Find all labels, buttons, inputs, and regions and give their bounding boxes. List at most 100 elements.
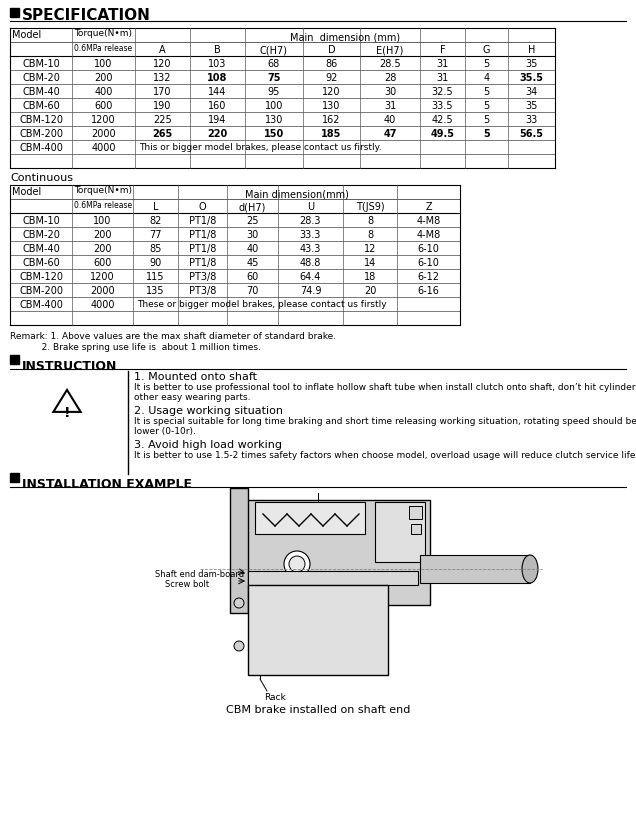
Text: CBM-20: CBM-20 <box>22 73 60 83</box>
Text: 0.6MPa release: 0.6MPa release <box>74 201 132 210</box>
Text: L: L <box>153 202 158 212</box>
Text: 400: 400 <box>94 87 113 97</box>
Text: CBM brake installed on shaft end: CBM brake installed on shaft end <box>226 705 410 715</box>
Text: 31: 31 <box>436 59 448 69</box>
Text: Model: Model <box>12 30 41 40</box>
Text: 33.5: 33.5 <box>432 101 453 111</box>
Text: These or bigger model brakes, please contact us firstly: These or bigger model brakes, please con… <box>137 300 387 309</box>
Text: 28.5: 28.5 <box>379 59 401 69</box>
Text: 40: 40 <box>384 115 396 125</box>
Text: 120: 120 <box>322 87 341 97</box>
Text: PT1/8: PT1/8 <box>189 244 216 254</box>
Text: Screw bolt: Screw bolt <box>165 580 209 589</box>
Text: 4000: 4000 <box>90 300 114 310</box>
Circle shape <box>289 556 305 572</box>
Bar <box>411 524 421 534</box>
Text: F: F <box>439 45 445 55</box>
Text: 225: 225 <box>153 115 172 125</box>
Text: 42.5: 42.5 <box>432 115 453 125</box>
Text: 31: 31 <box>384 101 396 111</box>
Text: 92: 92 <box>325 73 338 83</box>
Text: 33: 33 <box>525 115 537 125</box>
Bar <box>375 502 425 562</box>
Bar <box>248 585 388 675</box>
Text: 64.4: 64.4 <box>300 272 321 282</box>
Text: 90: 90 <box>149 258 162 268</box>
Text: U: U <box>307 202 314 212</box>
Text: C(H7): C(H7) <box>260 45 288 55</box>
Text: 70: 70 <box>246 286 259 296</box>
Text: 2. Brake spring use life is  about 1 million times.: 2. Brake spring use life is about 1 mill… <box>10 343 261 352</box>
Text: PT3/8: PT3/8 <box>189 272 216 282</box>
Text: 34: 34 <box>525 87 537 97</box>
Text: 82: 82 <box>149 216 162 226</box>
Text: 220: 220 <box>207 129 228 139</box>
Text: PT1/8: PT1/8 <box>189 216 216 226</box>
Text: 31: 31 <box>436 73 448 83</box>
Text: 162: 162 <box>322 115 341 125</box>
Text: 130: 130 <box>265 115 283 125</box>
Text: CBM-120: CBM-120 <box>19 115 63 125</box>
Text: 1200: 1200 <box>91 115 116 125</box>
Text: 12: 12 <box>364 244 376 254</box>
Text: 5: 5 <box>483 87 490 97</box>
Text: 265: 265 <box>153 129 172 139</box>
Text: 100: 100 <box>94 59 113 69</box>
Text: 35.5: 35.5 <box>520 73 544 83</box>
Text: PT3/8: PT3/8 <box>189 286 216 296</box>
Text: 5: 5 <box>483 115 490 125</box>
Text: Z: Z <box>425 202 432 212</box>
Text: It is special suitable for long time braking and short time releasing working si: It is special suitable for long time bra… <box>134 417 636 426</box>
Text: CBM-400: CBM-400 <box>19 143 63 153</box>
Bar <box>10 473 19 482</box>
Text: 18: 18 <box>364 272 376 282</box>
Text: 47: 47 <box>384 129 397 139</box>
Text: G: G <box>483 45 490 55</box>
Text: CBM-10: CBM-10 <box>22 59 60 69</box>
Text: 144: 144 <box>209 87 226 97</box>
Text: 1. Mounted onto shaft: 1. Mounted onto shaft <box>134 372 257 382</box>
Text: 4000: 4000 <box>91 143 116 153</box>
Circle shape <box>234 641 244 651</box>
Circle shape <box>234 598 244 608</box>
Bar <box>409 506 422 519</box>
Text: 4-M8: 4-M8 <box>417 230 441 240</box>
Circle shape <box>284 551 310 577</box>
Text: 6-12: 6-12 <box>417 272 439 282</box>
Text: 32.5: 32.5 <box>432 87 453 97</box>
Text: CBM-40: CBM-40 <box>22 244 60 254</box>
Text: 190: 190 <box>153 101 172 111</box>
Text: A: A <box>159 45 166 55</box>
Text: 185: 185 <box>321 129 342 139</box>
Text: 200: 200 <box>94 73 113 83</box>
Text: CBM-40: CBM-40 <box>22 87 60 97</box>
Text: 130: 130 <box>322 101 341 111</box>
Text: E(H7): E(H7) <box>377 45 404 55</box>
Text: 1200: 1200 <box>90 272 115 282</box>
Text: 40: 40 <box>246 244 259 254</box>
Text: T(JS9): T(JS9) <box>356 202 384 212</box>
Text: 132: 132 <box>153 73 172 83</box>
Text: 30: 30 <box>246 230 259 240</box>
Text: Shaft end dam-board: Shaft end dam-board <box>155 570 244 579</box>
Bar <box>248 571 418 585</box>
Text: Remark: 1. Above values are the max shaft diameter of standard brake.: Remark: 1. Above values are the max shaf… <box>10 332 336 341</box>
Text: H: H <box>528 45 535 55</box>
Bar <box>255 502 365 534</box>
Text: O: O <box>198 202 206 212</box>
Text: Main dimension(mm): Main dimension(mm) <box>245 189 349 199</box>
Text: B: B <box>214 45 221 55</box>
Bar <box>230 488 248 613</box>
Text: Torque(N•m): Torque(N•m) <box>74 29 132 38</box>
Text: other easy wearing parts.: other easy wearing parts. <box>134 393 251 402</box>
Text: 49.5: 49.5 <box>431 129 455 139</box>
Bar <box>420 555 530 583</box>
Text: 160: 160 <box>209 101 226 111</box>
Text: 2. Usage working situation: 2. Usage working situation <box>134 406 283 416</box>
Text: 600: 600 <box>94 101 113 111</box>
Text: 35: 35 <box>525 59 537 69</box>
Text: 115: 115 <box>146 272 165 282</box>
Text: 5: 5 <box>483 101 490 111</box>
Text: 60: 60 <box>246 272 259 282</box>
Text: D: D <box>328 45 335 55</box>
